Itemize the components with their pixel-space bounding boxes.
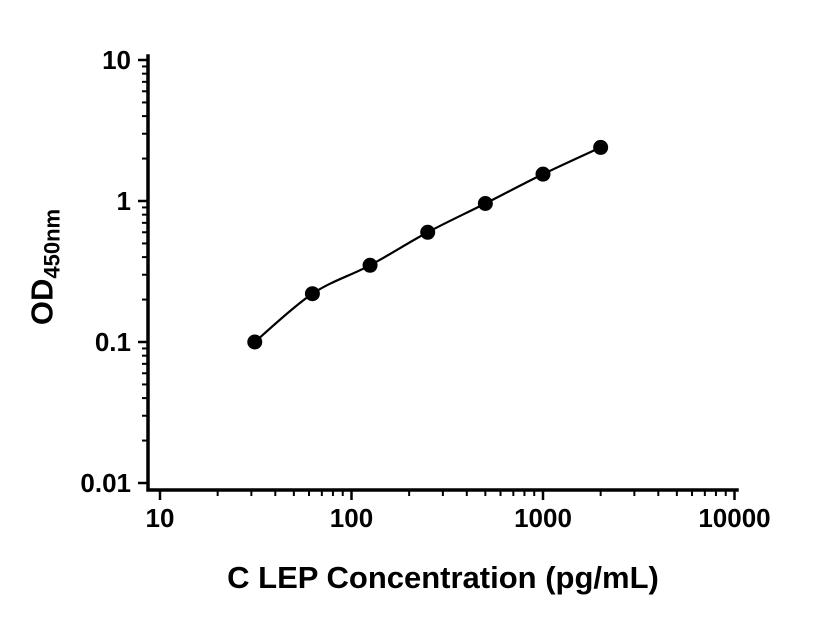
y-axis-title-main: OD (24, 278, 60, 326)
y-axis: 0.01 0.1 1 10 (80, 45, 148, 498)
x-axis: 10 100 1000 10000 (146, 490, 771, 533)
x-tick-label: 100 (330, 503, 373, 533)
data-point (477, 195, 493, 211)
data-point (593, 139, 609, 155)
x-axis-title: C LEP Concentration (pg/mL) (227, 560, 659, 595)
data-point (535, 166, 551, 182)
y-axis-title: OD450nm (24, 209, 65, 325)
axes (146, 54, 739, 492)
data-point (247, 334, 263, 350)
x-tick-label: 10000 (698, 503, 770, 533)
x-tick-label: 10 (146, 503, 175, 533)
data-point (304, 286, 320, 302)
data-series (247, 139, 609, 350)
x-tick-label: 1000 (514, 503, 572, 533)
y-tick-label: 1 (117, 186, 131, 216)
y-axis-title-subscript: 450nm (39, 208, 65, 279)
data-point (420, 224, 436, 240)
axis-lines (146, 54, 739, 492)
y-tick-label: 10 (102, 45, 131, 75)
data-point (362, 257, 378, 273)
y-tick-label: 0.01 (80, 468, 131, 498)
y-tick-label: 0.1 (95, 327, 131, 357)
